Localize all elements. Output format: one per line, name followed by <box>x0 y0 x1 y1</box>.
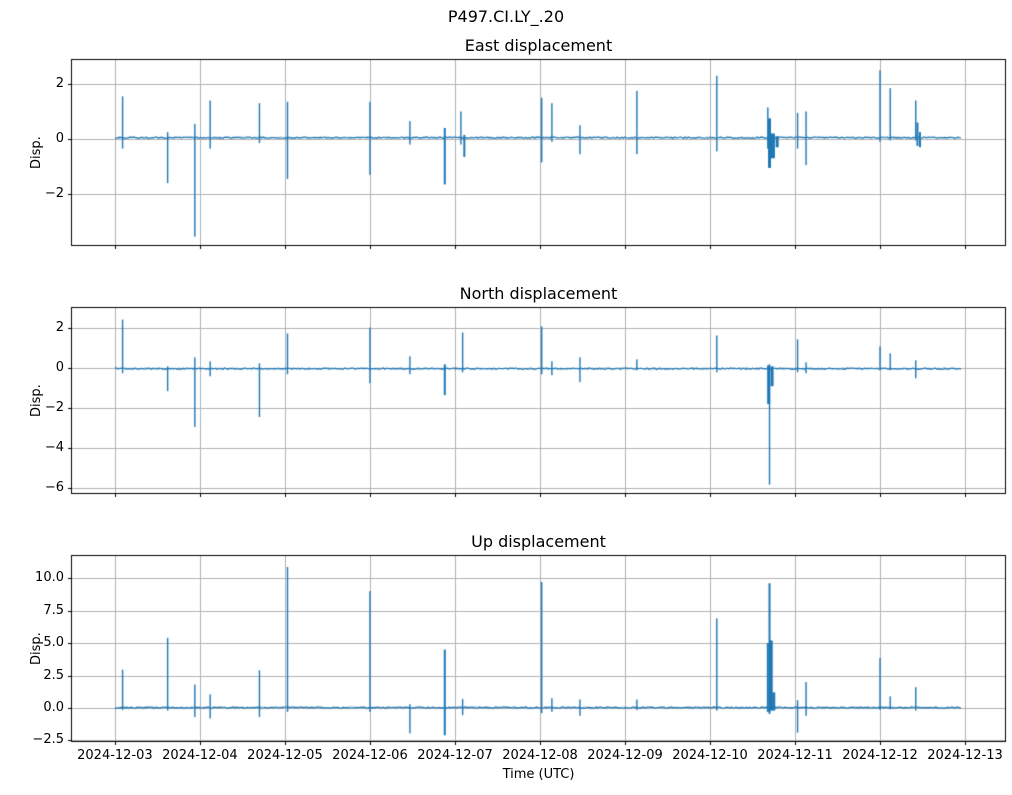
east-subplot-title: East displacement <box>464 36 613 55</box>
north-subplot-title: North displacement <box>459 284 618 303</box>
x-tick-label: 2024-12-08 <box>502 748 578 763</box>
y-tick-label: −6 <box>44 479 64 495</box>
x-axis-label: Time (UTC) <box>502 767 575 782</box>
x-tick-label: 2024-12-13 <box>927 748 1003 763</box>
x-tick-label: 2024-12-09 <box>587 748 663 763</box>
y-tick-label: −4 <box>44 439 64 455</box>
y-tick-label: 2 <box>55 320 64 336</box>
y-tick-label: 7.5 <box>43 602 64 618</box>
x-tick-label: 2024-12-06 <box>332 748 408 763</box>
x-tick-label: 2024-12-10 <box>672 748 748 763</box>
y-tick-label: 2 <box>55 75 64 91</box>
y-tick-label: 0 <box>55 360 64 376</box>
x-tick-label: 2024-12-05 <box>247 748 323 763</box>
x-tick-label: 2024-12-03 <box>77 748 153 763</box>
x-tick-label: 2024-12-12 <box>842 748 918 763</box>
x-tick-label: 2024-12-04 <box>162 748 238 763</box>
y-tick-label: 5.0 <box>43 635 64 651</box>
x-tick-label: 2024-12-07 <box>417 748 493 763</box>
y-tick-label: 10.0 <box>35 570 64 586</box>
y-tick-label: −2.5 <box>32 732 64 748</box>
y-tick-label: 0 <box>55 131 64 146</box>
up-subplot-title: Up displacement <box>471 532 606 551</box>
y-tick-label: −2 <box>44 186 64 202</box>
y-tick-label: 2.5 <box>43 667 64 683</box>
figure-title: P497.CI.LY_.20 <box>447 7 565 26</box>
x-tick-label: 2024-12-11 <box>757 748 833 763</box>
y-tick-label: −2 <box>44 400 64 416</box>
y-tick-label: 0.0 <box>43 700 64 715</box>
